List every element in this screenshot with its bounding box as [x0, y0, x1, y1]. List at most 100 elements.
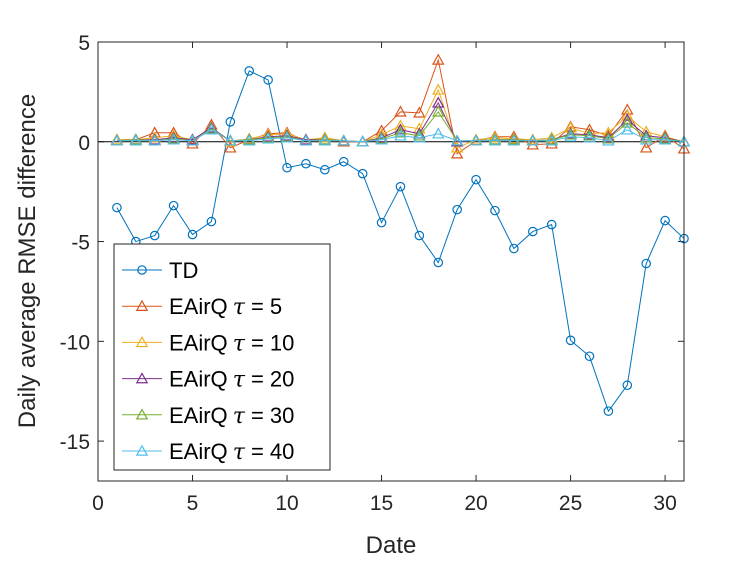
data-point	[639, 133, 653, 145]
data-point	[527, 226, 538, 237]
data-point	[206, 216, 217, 227]
data-point	[432, 53, 445, 65]
series-line	[116, 110, 685, 143]
data-point	[622, 380, 633, 391]
data-point	[432, 83, 445, 95]
data-point	[394, 105, 407, 117]
data-point	[301, 158, 311, 169]
x-tick-label: 5	[187, 492, 199, 515]
data-point	[545, 131, 558, 143]
data-point	[603, 406, 614, 416]
data-point	[621, 123, 634, 135]
data-point	[414, 230, 425, 241]
data-point	[224, 141, 237, 153]
legend-marker	[135, 444, 149, 456]
data-point	[167, 133, 180, 145]
x-tick-label: 25	[559, 492, 582, 515]
data-point	[469, 134, 483, 146]
y-tick-label: 0	[78, 132, 90, 155]
data-point	[658, 133, 672, 145]
y-tick-label: 5	[78, 32, 90, 55]
x-tick-label: 15	[370, 492, 393, 515]
data-point	[224, 134, 237, 146]
legend-box	[113, 243, 331, 471]
y-axis-label: Daily average RMSE difference	[14, 94, 41, 428]
data-point	[243, 134, 256, 146]
x-tick-label: 30	[653, 492, 676, 515]
data-point	[488, 131, 502, 143]
data-point	[205, 123, 218, 135]
data-point	[450, 147, 464, 159]
series-5	[110, 123, 691, 147]
data-point	[356, 135, 369, 147]
data-point	[564, 128, 577, 140]
series-line	[116, 70, 685, 413]
legend-label: EAirQ τ = 20	[169, 367, 294, 393]
data-point	[394, 129, 407, 141]
x-tick-label: 10	[275, 492, 298, 515]
data-point	[602, 126, 615, 138]
legend-item: EAirQ τ = 10	[122, 330, 294, 356]
plot-area: 0 5 10 15 20 25 30 5 0 -5 -10 -15 TD EAirQ τ = 5 EAirQ τ…	[60, 32, 691, 515]
legend-label: EAirQ τ = 40	[169, 439, 294, 465]
data-point	[433, 257, 444, 268]
legend-label: EAirQ τ = 5	[169, 294, 282, 320]
legend-item: EAirQ τ = 30	[122, 403, 294, 429]
data-point	[168, 200, 179, 211]
data-point	[263, 75, 273, 85]
data-point	[112, 202, 122, 213]
legend-marker	[135, 335, 149, 348]
data-point	[639, 131, 653, 143]
data-point	[395, 181, 406, 192]
data-point	[602, 134, 615, 146]
legend-item: EAirQ τ = 20	[122, 367, 294, 393]
legend-label: TD	[169, 258, 198, 283]
data-point	[526, 134, 539, 146]
series-0	[112, 66, 689, 416]
data-point	[186, 137, 199, 149]
data-point	[357, 168, 368, 179]
data-point	[602, 132, 615, 144]
legend-marker	[137, 265, 147, 275]
data-point	[149, 230, 160, 241]
data-point	[337, 134, 350, 146]
data-point	[450, 141, 464, 153]
x-tick-label: 0	[92, 492, 104, 515]
data-point	[471, 174, 481, 185]
data-point	[299, 134, 313, 146]
data-point	[225, 117, 236, 127]
y-tick-label: -15	[60, 431, 90, 454]
legend-item: TD	[122, 258, 198, 283]
legend-marker	[135, 299, 149, 311]
data-point	[583, 129, 596, 141]
data-point	[318, 131, 332, 143]
legend-label: EAirQ τ = 10	[169, 330, 294, 356]
data-point	[167, 126, 180, 138]
data-point	[432, 127, 445, 139]
data-point	[584, 351, 595, 362]
data-point	[338, 156, 349, 167]
legend: TD EAirQ τ = 5 EAirQ τ = 10 EAirQ τ = 20 EAirQ τ…	[113, 243, 331, 471]
data-point	[545, 137, 558, 149]
data-point	[450, 134, 464, 146]
legend-item: EAirQ τ = 40	[122, 439, 294, 465]
data-point	[452, 204, 462, 215]
axes-frame	[97, 41, 685, 482]
data-point	[376, 217, 387, 228]
data-point	[413, 106, 426, 118]
legend-label: EAirQ τ = 30	[169, 403, 294, 429]
legend-marker	[135, 408, 149, 420]
data-point	[564, 130, 577, 142]
data-point	[261, 132, 275, 144]
data-point	[639, 141, 653, 153]
data-point	[186, 134, 199, 146]
data-point	[375, 133, 388, 145]
series-line	[116, 129, 685, 143]
data-point	[546, 219, 557, 230]
data-point	[394, 126, 407, 138]
data-point	[318, 134, 332, 146]
data-point	[432, 105, 445, 117]
data-point	[244, 66, 255, 76]
data-point	[488, 134, 502, 146]
